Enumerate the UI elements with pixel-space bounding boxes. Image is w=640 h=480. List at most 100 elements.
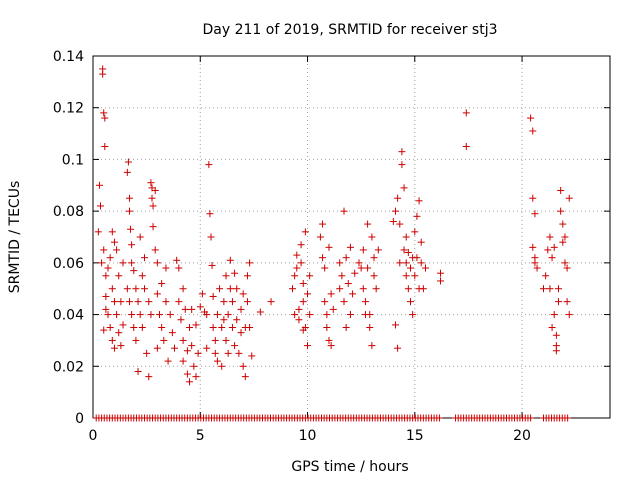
data-point [95, 181, 103, 189]
data-point [336, 285, 344, 293]
data-point [404, 285, 412, 293]
data-point [323, 311, 331, 319]
data-point [555, 285, 563, 293]
data-point [175, 298, 183, 306]
data-point [394, 194, 402, 202]
data-point [237, 305, 245, 313]
data-point [123, 285, 131, 293]
data-point [145, 298, 153, 306]
data-point [404, 249, 412, 257]
data-point [304, 290, 312, 298]
data-point [342, 254, 350, 262]
data-point [147, 179, 155, 187]
data-point [153, 344, 161, 352]
data-point [301, 228, 309, 236]
data-point [206, 210, 214, 218]
data-point [125, 298, 133, 306]
data-point [364, 264, 372, 272]
data-point [108, 336, 116, 344]
plot-frame [92, 55, 611, 419]
data-point [237, 329, 245, 337]
data-point [406, 298, 414, 306]
y-tick-label: 0.04 [53, 308, 84, 324]
data-point [243, 298, 251, 306]
data-point [224, 349, 232, 357]
data-point [203, 311, 211, 319]
x-axis-label: GPS time / hours [291, 459, 408, 475]
y-tick-label: 0 [75, 411, 84, 427]
data-point [340, 298, 348, 306]
data-point [306, 311, 314, 319]
data-point [402, 272, 410, 280]
chart-title: Day 211 of 2019, SRMTID for receiver stj… [203, 22, 498, 38]
data-point [391, 207, 399, 215]
data-point [194, 349, 202, 357]
data-point [361, 298, 369, 306]
data-point [239, 362, 247, 370]
data-point [336, 259, 344, 267]
data-point [228, 298, 236, 306]
data-point [413, 212, 421, 220]
data-point [203, 344, 211, 352]
data-point [239, 290, 247, 298]
data-point [207, 233, 215, 241]
data-point [188, 305, 196, 313]
data-point [134, 367, 142, 375]
x-tick-label: 10 [299, 428, 317, 444]
data-point [231, 342, 239, 350]
data-point [349, 290, 357, 298]
data-point [209, 292, 217, 300]
data-point [99, 65, 107, 73]
data-point [132, 285, 140, 293]
data-point [143, 349, 151, 357]
data-point [396, 220, 404, 228]
data-point [316, 233, 324, 241]
data-point [527, 414, 535, 422]
data-point [198, 290, 206, 298]
data-point [220, 298, 228, 306]
data-point [346, 243, 354, 251]
data-point [413, 254, 421, 262]
data-point [321, 298, 329, 306]
data-point [208, 261, 216, 269]
data-point [539, 285, 547, 293]
data-point [344, 280, 352, 288]
data-point [243, 272, 251, 280]
data-point [256, 308, 264, 316]
data-point [183, 347, 191, 355]
data-point [175, 264, 183, 272]
data-point [205, 161, 213, 169]
data-point [224, 311, 232, 319]
data-point [372, 285, 380, 293]
data-point [145, 373, 153, 381]
data-point [355, 259, 363, 267]
data-point [391, 321, 399, 329]
data-point [561, 233, 569, 241]
data-point [132, 336, 140, 344]
data-point [160, 336, 168, 344]
data-point [192, 321, 200, 329]
data-point [299, 326, 307, 334]
data-point [158, 280, 166, 288]
x-tick-label: 0 [89, 428, 98, 444]
data-point [241, 373, 249, 381]
data-point [291, 311, 299, 319]
data-point [319, 220, 327, 228]
data-point [113, 311, 121, 319]
data-point [306, 272, 314, 280]
data-point [297, 241, 305, 249]
data-point [246, 324, 254, 331]
data-point [213, 311, 221, 319]
data-point [248, 352, 256, 360]
data-point [110, 238, 118, 246]
data-point [220, 316, 228, 324]
data-point [267, 298, 275, 306]
data-point [110, 298, 118, 306]
data-point [527, 114, 535, 122]
data-point [564, 414, 572, 422]
data-point [411, 228, 419, 236]
data-point [557, 186, 565, 194]
data-point [149, 223, 157, 231]
data-point [138, 324, 146, 331]
data-point [342, 324, 350, 331]
